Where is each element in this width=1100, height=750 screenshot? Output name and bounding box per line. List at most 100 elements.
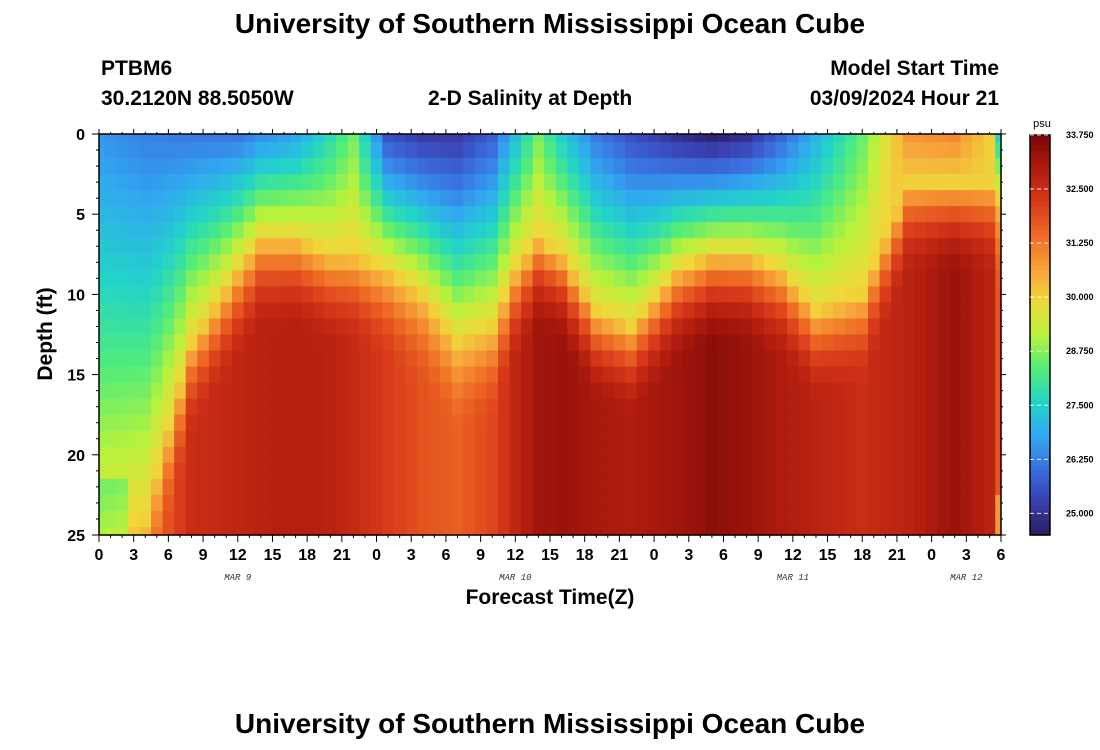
heatmap-cell — [162, 286, 175, 304]
heatmap-cell — [810, 254, 823, 271]
heatmap-cell — [879, 286, 892, 304]
heatmap-cell — [474, 414, 487, 432]
plot-title: 2-D Salinity at Depth — [428, 87, 633, 110]
heatmap-cell — [428, 206, 441, 223]
heatmap-cell — [428, 462, 441, 480]
heatmap-cell — [544, 334, 557, 352]
heatmap-cell — [590, 190, 603, 207]
heatmap-cell — [428, 414, 441, 432]
heatmap-cell — [347, 526, 360, 536]
heatmap-cell — [925, 174, 938, 191]
heatmap-cell — [220, 478, 233, 496]
heatmap-cell — [648, 158, 661, 175]
heatmap-cell — [914, 134, 927, 143]
heatmap-cell — [301, 142, 314, 159]
heatmap-cell — [266, 134, 279, 143]
heatmap-cell — [127, 334, 141, 352]
heatmap-cell — [706, 286, 719, 304]
heatmap-cell — [151, 206, 164, 223]
colorbar-swatch — [1030, 430, 1050, 436]
heatmap-cell — [347, 398, 360, 416]
heatmap-cell — [578, 526, 592, 536]
heatmap-cell — [243, 190, 256, 207]
heatmap-cell — [567, 414, 580, 432]
heatmap-cell — [393, 206, 407, 223]
heatmap-cell — [602, 270, 615, 287]
heatmap-cell — [104, 302, 117, 320]
heatmap-cell — [833, 174, 846, 191]
heatmap-cell — [497, 494, 511, 512]
heatmap-cell — [555, 462, 568, 480]
heatmap-cell — [706, 366, 719, 384]
heatmap-cell — [417, 526, 430, 536]
heatmap-cell — [948, 142, 962, 159]
heatmap-cell — [879, 494, 892, 512]
heatmap-cell — [440, 526, 453, 536]
heatmap-cell — [266, 206, 279, 223]
heatmap-cell — [197, 142, 210, 159]
heatmap-cell — [995, 174, 1002, 191]
heatmap-cell — [578, 206, 592, 223]
heatmap-cell — [659, 302, 673, 320]
heatmap-cell — [636, 494, 649, 512]
heatmap-cell — [717, 206, 730, 223]
heatmap-cell — [312, 318, 326, 336]
heatmap-cell — [99, 462, 106, 480]
heatmap-cell — [798, 222, 811, 239]
heatmap-cell — [532, 430, 545, 448]
colorbar-swatch — [1030, 350, 1050, 356]
heatmap-cell — [740, 350, 753, 368]
heatmap-cell — [763, 350, 777, 368]
heatmap-cell — [521, 382, 534, 400]
heatmap-cell — [521, 238, 534, 255]
heatmap-cell — [162, 430, 175, 448]
heatmap-cell — [763, 414, 777, 432]
heatmap-cell — [902, 366, 915, 384]
heatmap-cell — [995, 446, 1002, 464]
heatmap-cell — [682, 158, 696, 175]
heatmap-cell — [231, 158, 245, 175]
heatmap-cell — [775, 494, 788, 512]
heatmap-cell — [359, 158, 372, 175]
heatmap-cell — [521, 158, 534, 175]
heatmap-cell — [278, 462, 291, 480]
heatmap-cell — [127, 398, 141, 416]
heatmap-cell — [451, 238, 464, 255]
heatmap-cell — [694, 366, 707, 384]
heatmap-cell — [405, 318, 418, 336]
heatmap-cell — [231, 286, 245, 304]
heatmap-cell — [983, 462, 996, 480]
heatmap-cell — [891, 398, 904, 416]
heatmap-cell — [382, 494, 395, 512]
x-tick-label: 0 — [927, 547, 936, 564]
heatmap-cell — [417, 366, 430, 384]
heatmap-cell — [937, 286, 950, 304]
heatmap-layer — [99, 134, 1002, 536]
heatmap-cell — [891, 382, 904, 400]
heatmap-cell — [174, 494, 187, 512]
colorbar-swatch — [1030, 280, 1050, 286]
heatmap-cell — [104, 206, 117, 223]
heatmap-cell — [625, 174, 638, 191]
heatmap-cell — [972, 398, 985, 416]
heatmap-cell — [336, 494, 349, 512]
heatmap-cell — [312, 526, 326, 536]
heatmap-cell — [312, 142, 326, 159]
heatmap-cell — [694, 462, 707, 480]
heatmap-cell — [925, 302, 938, 320]
heatmap-cell — [798, 414, 811, 432]
heatmap-cell — [960, 398, 973, 416]
heatmap-cell — [625, 430, 638, 448]
heatmap-cell — [798, 238, 811, 255]
heatmap-cell — [336, 366, 349, 384]
heatmap-cell — [382, 382, 395, 400]
colorbar-swatch — [1030, 500, 1050, 506]
heatmap-cell — [370, 270, 383, 287]
heatmap-cell — [243, 350, 256, 368]
heatmap-cell — [972, 174, 985, 191]
heatmap-cell — [706, 414, 719, 432]
heatmap-cell — [417, 206, 430, 223]
heatmap-cell — [937, 206, 950, 223]
heatmap-cell — [682, 430, 696, 448]
heatmap-cell — [359, 398, 372, 416]
